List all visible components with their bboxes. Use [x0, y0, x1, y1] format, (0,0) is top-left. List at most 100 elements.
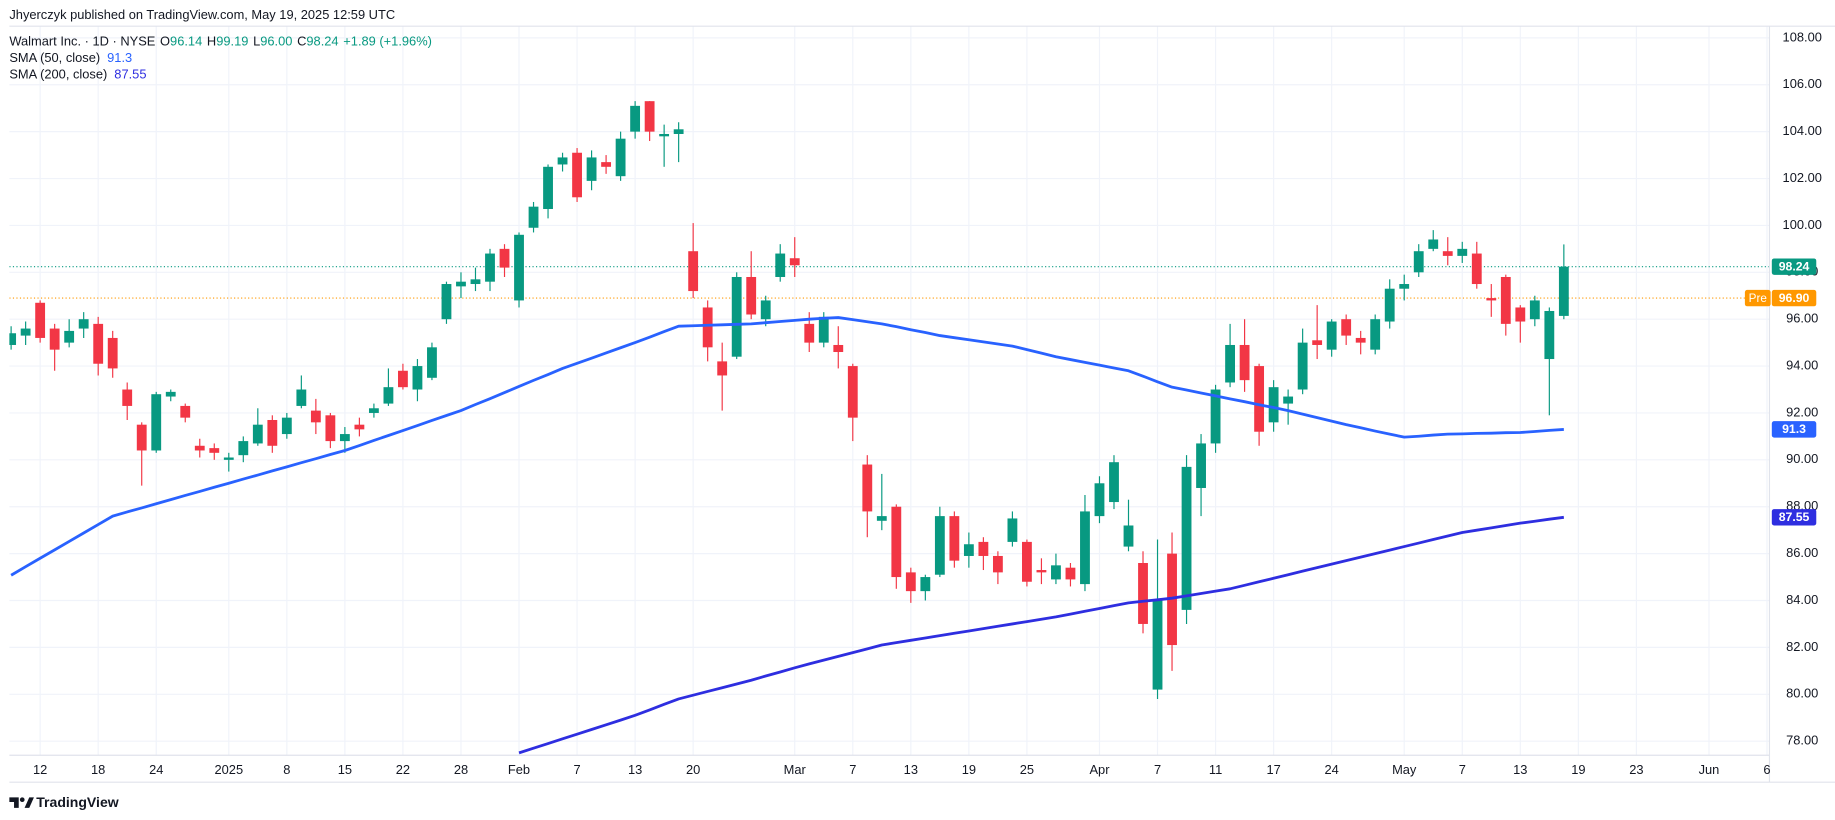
candle-body — [615, 138, 626, 177]
candle-body — [1138, 562, 1148, 624]
candle-body — [122, 389, 133, 406]
candle-body — [383, 387, 394, 404]
candle-body — [209, 448, 220, 453]
candle-body — [1080, 511, 1090, 585]
candle-body — [368, 408, 379, 413]
candle-body — [456, 281, 466, 287]
candle-body — [543, 166, 553, 210]
candle-body — [833, 344, 844, 353]
candle-body — [789, 258, 800, 266]
x-tick-label: 13 — [904, 762, 918, 777]
candle-body — [1384, 288, 1395, 322]
candle-body — [1109, 462, 1119, 503]
x-tick-label: 25 — [1020, 762, 1034, 777]
x-tick-label: 19 — [962, 762, 976, 777]
price-tag-box — [1771, 258, 1817, 275]
y-tick-label: 108.00 — [1783, 29, 1822, 44]
candle-body — [310, 410, 321, 423]
candle-body — [35, 302, 46, 338]
x-tick-label: 13 — [1513, 762, 1527, 777]
candle-body — [1442, 251, 1453, 256]
x-tick-label: Feb — [508, 762, 530, 777]
legend-line: SMA (200, close) 87.55 — [9, 67, 146, 82]
legend-line: Walmart Inc. · 1D · NYSE O96.14 H99.19 L96.… — [9, 34, 432, 49]
x-tick-label: 12 — [33, 762, 47, 777]
logo-slash — [24, 797, 34, 808]
legend-name: SMA (50, close) — [9, 50, 100, 65]
candle-body — [325, 415, 336, 442]
candle-body — [1268, 387, 1279, 423]
candle-body — [1326, 321, 1337, 350]
candle-body — [1515, 307, 1526, 322]
candle-body — [1239, 344, 1250, 381]
candle-body — [1457, 248, 1468, 256]
candle-body — [775, 253, 786, 277]
candle-body — [528, 206, 539, 228]
x-tick-label: 15 — [338, 762, 352, 777]
candle-body — [601, 162, 612, 167]
candle-body — [339, 434, 350, 442]
candle-body — [949, 516, 960, 561]
candle-body — [165, 391, 176, 397]
y-tick-label: 92.00 — [1786, 404, 1818, 419]
candle-body — [1254, 366, 1265, 432]
candle-body — [1297, 342, 1308, 390]
candle-body — [1094, 483, 1105, 517]
x-tick-label: 11 — [1209, 762, 1222, 777]
candle-body — [107, 337, 118, 369]
candle-body — [470, 279, 481, 285]
candle-body — [746, 276, 757, 315]
candle-body — [920, 577, 931, 592]
x-tick-label: 19 — [1571, 762, 1585, 777]
legend-line: SMA (50, close) 91.3 — [9, 50, 132, 65]
price-tag-box — [1771, 509, 1817, 526]
logo-mark — [9, 797, 19, 808]
candle-body — [572, 152, 582, 198]
candle-body — [281, 417, 292, 435]
legend-value: 87.55 — [114, 67, 146, 82]
candle-body — [731, 276, 742, 357]
candle-body — [499, 248, 510, 268]
candle-body — [1225, 344, 1235, 383]
y-tick-label: 82.00 — [1786, 639, 1818, 654]
candle-body — [557, 157, 568, 165]
candle-body — [934, 516, 945, 575]
candle-body — [1065, 567, 1076, 580]
x-tick-label: 23 — [1629, 762, 1643, 777]
candle-body — [20, 328, 31, 336]
candle-body — [136, 424, 147, 451]
candle-body — [151, 394, 162, 451]
candle-body — [1471, 253, 1482, 285]
candle-body — [427, 347, 437, 378]
x-tick-label: 6 — [1763, 762, 1770, 777]
sma-line — [518, 515, 1565, 755]
candle-body — [688, 251, 699, 292]
x-tick-label: 7 — [1154, 762, 1161, 777]
candle-body — [1529, 300, 1540, 320]
y-tick-label: 94.00 — [1786, 357, 1818, 372]
candle-body — [1312, 340, 1323, 345]
ohlc-key: L — [253, 34, 260, 49]
footer-logo: TradingView — [9, 794, 119, 810]
candle-body — [963, 544, 974, 556]
candle-body — [78, 319, 89, 329]
candle-body — [847, 366, 858, 418]
candle-body — [876, 516, 887, 521]
candle-body — [1399, 284, 1410, 289]
candle-body — [1486, 298, 1497, 301]
candle-body — [1428, 239, 1439, 249]
x-tick-label: 17 — [1266, 762, 1280, 777]
candle-body — [1123, 525, 1134, 547]
y-tick-label: 106.00 — [1783, 76, 1822, 91]
candle-body — [673, 129, 684, 134]
y-tick-label: 102.00 — [1783, 170, 1822, 185]
candle-body — [1022, 541, 1032, 582]
premarket-value-label: 96.90 — [1779, 291, 1810, 305]
candle-body — [818, 316, 829, 343]
candle-body — [1544, 310, 1555, 360]
candle-body — [1370, 319, 1381, 350]
x-tick-label: Jun — [1699, 762, 1720, 777]
candle-body — [267, 419, 278, 446]
x-tick-label: 7 — [849, 762, 856, 777]
